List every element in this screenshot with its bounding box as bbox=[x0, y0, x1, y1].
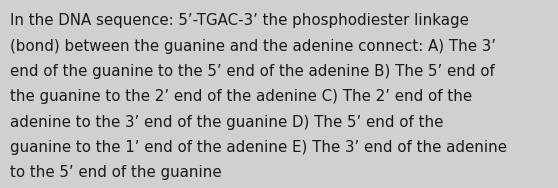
Text: adenine to the 3’ end of the guanine D) The 5’ end of the: adenine to the 3’ end of the guanine D) … bbox=[10, 115, 444, 130]
Text: to the 5’ end of the guanine: to the 5’ end of the guanine bbox=[10, 165, 222, 180]
Text: guanine to the 1’ end of the adenine E) The 3’ end of the adenine: guanine to the 1’ end of the adenine E) … bbox=[10, 140, 507, 155]
Text: (bond) between the guanine and the adenine connect: A) The 3’: (bond) between the guanine and the adeni… bbox=[10, 39, 496, 54]
Text: end of the guanine to the 5’ end of the adenine B) The 5’ end of: end of the guanine to the 5’ end of the … bbox=[10, 64, 495, 79]
Text: In the DNA sequence: 5’-TGAC-3’ the phosphodiester linkage: In the DNA sequence: 5’-TGAC-3’ the phos… bbox=[10, 13, 469, 28]
Text: the guanine to the 2’ end of the adenine C) The 2’ end of the: the guanine to the 2’ end of the adenine… bbox=[10, 89, 472, 104]
